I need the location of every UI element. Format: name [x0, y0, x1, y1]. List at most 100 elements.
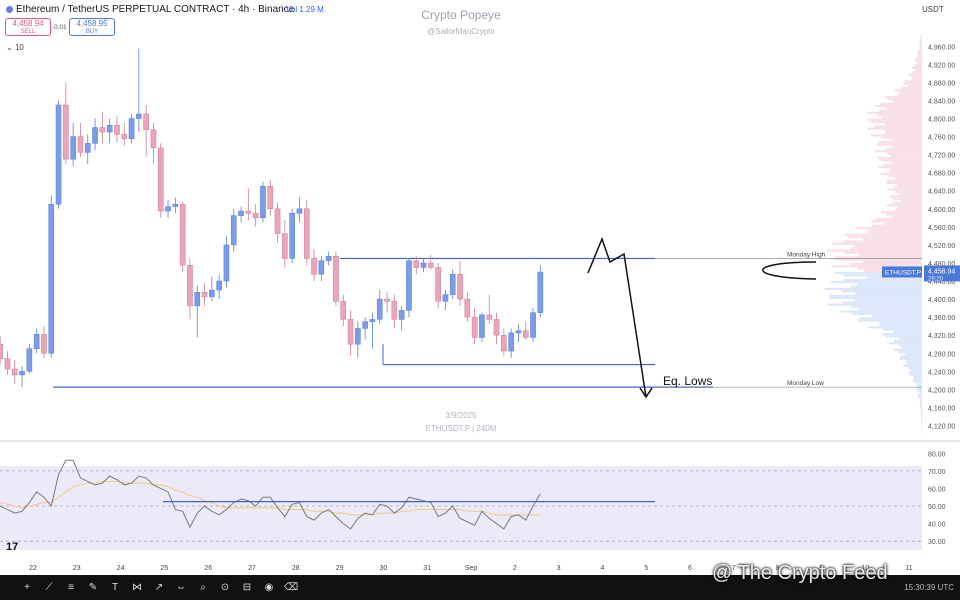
crosshair-icon[interactable]: + [24, 582, 30, 593]
text-icon[interactable]: T [111, 582, 119, 593]
chart-canvas[interactable]: 4,960.00 4,920.00 4,880.00 4,840.00 4,800.00… [0, 0, 960, 575]
level-label: Monday Low [787, 380, 824, 387]
rsi-ma-line [0, 480, 541, 516]
candle-body [223, 244, 230, 282]
volume-profile-bar [878, 141, 922, 144]
volume-profile-bar [834, 258, 922, 261]
pattern-icon[interactable]: ⋈ [132, 582, 142, 593]
volume-profile-bar [857, 283, 922, 286]
volume-profile-bar [827, 303, 922, 306]
candle-body [19, 371, 25, 376]
price-tick-label: 4,840.00 [928, 98, 955, 105]
trend-line-icon[interactable]: ⟋ [45, 582, 53, 593]
candle-body [165, 206, 171, 212]
volume-profile-bar [890, 154, 922, 157]
price-tick-label: 4,600.00 [928, 207, 955, 214]
candle-body [0, 343, 3, 359]
candle-body [4, 358, 11, 370]
volume-profile-bar [907, 84, 922, 87]
volume-profile-bar [842, 301, 922, 304]
volume-profile-bar [874, 150, 922, 153]
candle-body [384, 298, 390, 302]
volume-profile-bar [908, 371, 922, 374]
trash-icon[interactable]: ⌫ [284, 582, 299, 593]
volume-profile-bar [845, 233, 922, 236]
volume-profile-bar [909, 373, 922, 376]
volume-profile-bar [889, 195, 922, 198]
volume-profile-bar [921, 420, 922, 424]
volume-profile-bar [858, 308, 922, 311]
candle-body [413, 260, 420, 268]
volume-profile-bar [919, 400, 922, 403]
volume-profile-bar [919, 391, 922, 394]
volume-profile-bar [867, 229, 922, 232]
volume-profile-bar [877, 156, 922, 160]
time-tick-label: 5 [644, 565, 648, 572]
volume-profile-bar [835, 272, 922, 275]
tradingview-logo[interactable]: 17 [6, 541, 19, 553]
volume-profile-bar [901, 86, 922, 90]
watermark-date: 3/9/2025 [445, 411, 477, 420]
candle-body [420, 262, 427, 268]
volume-profile-bar [896, 183, 922, 187]
current-price-symbol-tag [882, 266, 922, 278]
magnet-icon[interactable]: ⊙ [220, 582, 230, 593]
eye-icon[interactable]: ◉ [264, 582, 274, 593]
lock-icon[interactable]: ⊟ [242, 582, 252, 593]
candle-body [515, 330, 522, 334]
candle-body [216, 280, 222, 291]
volume-profile-bar [916, 62, 922, 65]
volume-profile-bar [830, 281, 922, 284]
price-tick-label: 4,680.00 [928, 171, 955, 178]
indicator-count: 10 [14, 43, 24, 52]
volume-profile-bar [914, 68, 922, 72]
candle-body [41, 334, 47, 354]
volume-profile-bar [917, 53, 922, 56]
volume-profile-bar [824, 287, 922, 291]
candle-body [99, 127, 106, 133]
volume-profile-bar [915, 382, 922, 385]
currency-selector[interactable]: USDT [922, 5, 944, 14]
volume-profile-bar [829, 296, 922, 300]
projection-path [587, 236, 647, 398]
volume-profile-bar [885, 95, 922, 99]
buy-price: 4,458.95 [76, 19, 108, 28]
symbol-title[interactable]: Ethereum / TetherUS PERPETUAL CONTRACT ·… [6, 4, 294, 15]
volume-profile-bar [879, 109, 922, 112]
volume-profile-bar [854, 244, 922, 248]
brush-icon[interactable]: ✎ [88, 582, 98, 593]
volume-profile-bar [912, 380, 922, 383]
candle-body [522, 330, 529, 338]
watermark-symbol: ETHUSDT.P | 240M [426, 424, 497, 433]
fib-icon[interactable]: ≡ [68, 582, 74, 593]
volume-profile-bar [827, 249, 922, 252]
volume-profile-bar [880, 211, 922, 214]
volume-profile-bar [862, 238, 922, 241]
chart-header: Ethereum / TetherUS PERPETUAL CONTRACT ·… [0, 0, 960, 42]
volume-profile-bar [835, 256, 922, 259]
volume-label[interactable]: Vol 1.29 M [286, 5, 324, 14]
indicator-toggle[interactable]: ⌄ 10 [6, 43, 24, 52]
time-tick-label: 26 [204, 565, 212, 572]
zoom-icon[interactable]: ⌕ [200, 582, 206, 593]
volume-profile-bar [884, 123, 922, 126]
time-tick-label: Sep [465, 565, 478, 572]
time-tick-label: 27 [248, 565, 256, 572]
volume-profile-bar [894, 89, 922, 92]
candle-body [376, 298, 383, 320]
candles [0, 48, 544, 388]
buy-button[interactable]: 4,458.95 BUY [69, 18, 115, 36]
volume-profile-bar [875, 217, 922, 221]
volume-profile-bar [900, 355, 922, 358]
candle-body [260, 185, 266, 219]
utc-clock[interactable]: 15:30:39 UTC [904, 583, 954, 592]
candle-body [493, 319, 500, 336]
projection-drawing[interactable] [587, 236, 817, 399]
prediction-icon[interactable]: ↗ [154, 582, 164, 593]
measure-icon[interactable]: ⇔ [176, 582, 186, 593]
volume-profile-bar [907, 366, 922, 370]
volume-profile-bar [857, 319, 922, 322]
price-tick-label: 4,440.00 [928, 279, 955, 286]
time-tick-label: 24 [117, 565, 125, 572]
sell-button[interactable]: 4,458.94 SELL [5, 18, 51, 36]
